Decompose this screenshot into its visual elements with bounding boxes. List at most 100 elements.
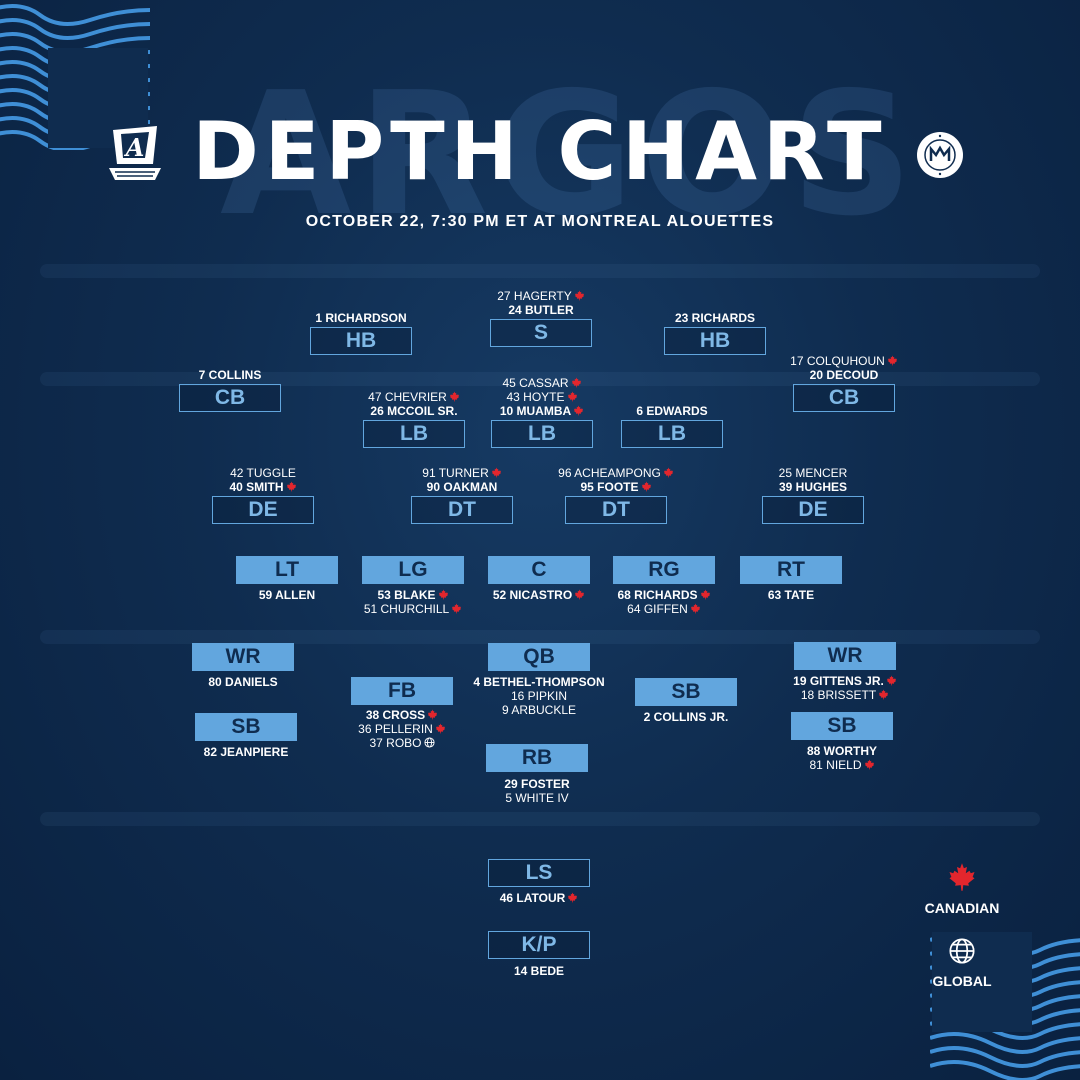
- player-name: 6 EDWARDS: [636, 404, 708, 418]
- player-name: 25 MENCER: [778, 466, 848, 480]
- player-name: 20 DECOUD: [809, 368, 879, 382]
- position-sb-left: SB: [195, 713, 297, 741]
- player-list-lg: 53 BLAKE 51 CHURCHILL: [293, 588, 533, 616]
- player-name: 1 RICHARDSON: [315, 311, 407, 325]
- player-list-safety: 27 HAGERTY 24 BUTLER: [421, 289, 661, 317]
- player-name: 39 HUGHES: [778, 480, 848, 494]
- canadian-leaf-icon: [700, 589, 710, 600]
- position-lt: LT: [236, 556, 338, 584]
- player-name: 68 RICHARDS: [544, 588, 784, 602]
- legend-canadian: CANADIAN: [892, 862, 1032, 916]
- player-name: 26 MCCOIL SR.: [370, 404, 458, 418]
- player-name: 81 NIELD: [722, 758, 962, 772]
- player-list-c: 52 NICASTRO: [419, 588, 659, 602]
- legend-global: GLOBAL: [892, 937, 1032, 989]
- player-list-lb-left: 47 CHEVRIER 26 MCCOIL SR.: [294, 390, 534, 418]
- position-cb-right: CB: [793, 384, 895, 412]
- player-name: 5 WHITE IV: [505, 791, 569, 805]
- player-list-dt-right: 96 ACHEAMPONG 95 FOOTE: [496, 466, 736, 494]
- position-ls: LS: [488, 859, 590, 887]
- position-lb-middle: LB: [491, 420, 593, 448]
- player-name: 29 FOSTER: [504, 777, 570, 791]
- player-name: 7 COLLINS: [198, 368, 262, 382]
- position-rt: RT: [740, 556, 842, 584]
- canadian-leaf-icon: [949, 863, 975, 891]
- canadian-leaf-icon: [452, 603, 462, 614]
- position-lb-right: LB: [621, 420, 723, 448]
- canadian-leaf-icon: [449, 391, 459, 402]
- svg-text:A: A: [124, 133, 145, 162]
- canadian-leaf-icon: [568, 892, 578, 903]
- player-name: 10 MUAMBA: [422, 404, 662, 418]
- player-name: 80 DANIELS: [208, 675, 278, 689]
- player-list-lb-middle: 45 CASSAR 43 HOYTE 10 MUAMBA: [422, 376, 662, 418]
- player-name: 4 BETHEL-THOMPSON: [473, 675, 605, 689]
- player-name: 14 BEDE: [513, 964, 565, 978]
- position-c: C: [488, 556, 590, 584]
- globe-icon: [423, 737, 435, 748]
- player-list-rg: 68 RICHARDS 64 GIFFEN: [544, 588, 784, 616]
- position-hb-left: HB: [310, 327, 412, 355]
- player-name: 2 COLLINS JR.: [643, 710, 729, 724]
- position-dt-right: DT: [565, 496, 667, 524]
- canadian-leaf-icon: [428, 709, 438, 720]
- player-name: 91 TURNER: [342, 466, 582, 480]
- player-list-wr-left: 80 DANIELS: [123, 675, 363, 689]
- position-hb-right: HB: [664, 327, 766, 355]
- player-name: 36 PELLERIN: [282, 722, 522, 736]
- player-name: 17 COLQUHOUN: [724, 354, 964, 368]
- player-name: 47 CHEVRIER: [294, 390, 534, 404]
- player-name: 88 WORTHY: [806, 744, 877, 758]
- position-dt-left: DT: [411, 496, 513, 524]
- player-name: 46 LATOUR: [419, 891, 659, 905]
- canadian-leaf-icon: [435, 723, 445, 734]
- player-name: 38 CROSS: [282, 708, 522, 722]
- player-name: 37 ROBO: [282, 736, 522, 750]
- player-name: 53 BLAKE: [293, 588, 533, 602]
- canadian-leaf-icon: [886, 675, 896, 686]
- player-list-rb: 29 FOSTER 5 WHITE IV: [417, 777, 657, 805]
- argonauts-logo: A: [107, 124, 163, 186]
- field-line: [40, 812, 1040, 826]
- player-name: 63 TATE: [767, 588, 815, 602]
- position-de-right: DE: [762, 496, 864, 524]
- position-sb-right: SB: [791, 712, 893, 740]
- player-list-qb: 4 BETHEL-THOMPSON 16 PIPKIN 9 ARBUCKLE: [419, 675, 659, 717]
- player-list-sb-middle: 2 COLLINS JR.: [566, 710, 806, 724]
- canadian-leaf-icon: [438, 589, 448, 600]
- canadian-leaf-icon: [887, 355, 897, 366]
- player-name: 90 OAKMAN: [426, 480, 498, 494]
- corner-frame-bottom-right: [932, 932, 1032, 1032]
- canadian-leaf-icon: [879, 689, 889, 700]
- canadian-leaf-icon: [567, 391, 577, 402]
- player-name: 16 PIPKIN: [510, 689, 568, 703]
- player-name: 64 GIFFEN: [544, 602, 784, 616]
- player-name: 45 CASSAR: [422, 376, 662, 390]
- position-wr-left: WR: [192, 643, 294, 671]
- position-lg: LG: [362, 556, 464, 584]
- position-rg: RG: [613, 556, 715, 584]
- canadian-leaf-icon: [641, 481, 651, 492]
- player-name: 52 NICASTRO: [419, 588, 659, 602]
- canadian-leaf-icon: [571, 377, 581, 388]
- player-list-de-left: 42 TUGGLE 40 SMITH: [143, 466, 383, 494]
- player-list-cb-right: 17 COLQUHOUN 20 DECOUD: [724, 354, 964, 382]
- position-fb: FB: [351, 677, 453, 705]
- player-list-lb-right: 6 EDWARDS: [552, 404, 792, 418]
- position-kp: K/P: [488, 931, 590, 959]
- field-line: [40, 630, 1040, 644]
- position-cb-left: CB: [179, 384, 281, 412]
- position-qb: QB: [488, 643, 590, 671]
- player-name: 82 JEANPIERE: [203, 745, 289, 759]
- page-title: DEPTH CHART: [192, 105, 888, 198]
- player-list-de-right: 25 MENCER 39 HUGHES: [693, 466, 933, 494]
- canadian-leaf-icon: [491, 467, 501, 478]
- player-list-fb: 38 CROSS 36 PELLERIN 37 ROBO: [282, 708, 522, 750]
- player-list-wr-right: 19 GITTENS JR. 18 BRISSETT: [725, 674, 965, 702]
- legend-canadian-label: CANADIAN: [924, 900, 1000, 916]
- player-list-hb-left: 1 RICHARDSON: [241, 311, 481, 325]
- position-sb-middle: SB: [635, 678, 737, 706]
- player-name: 23 RICHARDS: [674, 311, 755, 325]
- position-rb: RB: [486, 744, 588, 772]
- position-de-left: DE: [212, 496, 314, 524]
